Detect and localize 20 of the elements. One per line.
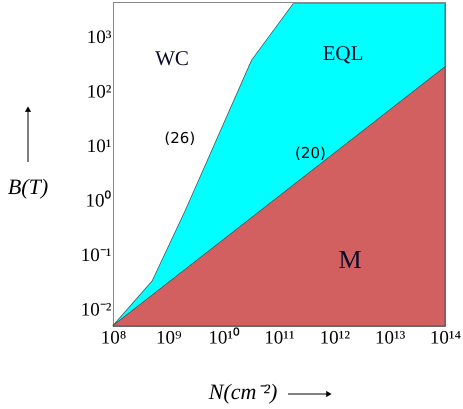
annotation: M <box>338 245 362 274</box>
x-tick-label: 10¹⁰ <box>208 326 240 348</box>
x-tick-label: 10⁸ <box>100 328 126 348</box>
y-tick-label: 10⁻² <box>80 300 112 321</box>
y-tick-label: 10³ <box>86 27 112 48</box>
annotation: (20) <box>295 144 326 162</box>
y-tick-label: 10⁰ <box>86 190 112 212</box>
x-tick-label: 10¹⁴ <box>430 328 462 348</box>
x-tick-label: 10¹³ <box>374 328 406 348</box>
annotation: EQL <box>322 41 364 65</box>
x-tick-label: 10¹² <box>320 328 350 348</box>
x-tick-label: 10¹¹ <box>264 328 295 348</box>
y-tick-label: 10¹ <box>86 136 112 158</box>
annotation: WC <box>155 46 189 70</box>
y-tick-label: 10² <box>86 82 112 103</box>
x-axis-title: N(cm⁻²) <box>208 379 278 404</box>
x-tick-label: 10⁹ <box>156 328 182 348</box>
annotation: (26) <box>164 129 196 148</box>
y-axis-title: B(T) <box>8 174 48 199</box>
y-tick-label: 10⁻¹ <box>80 245 112 266</box>
